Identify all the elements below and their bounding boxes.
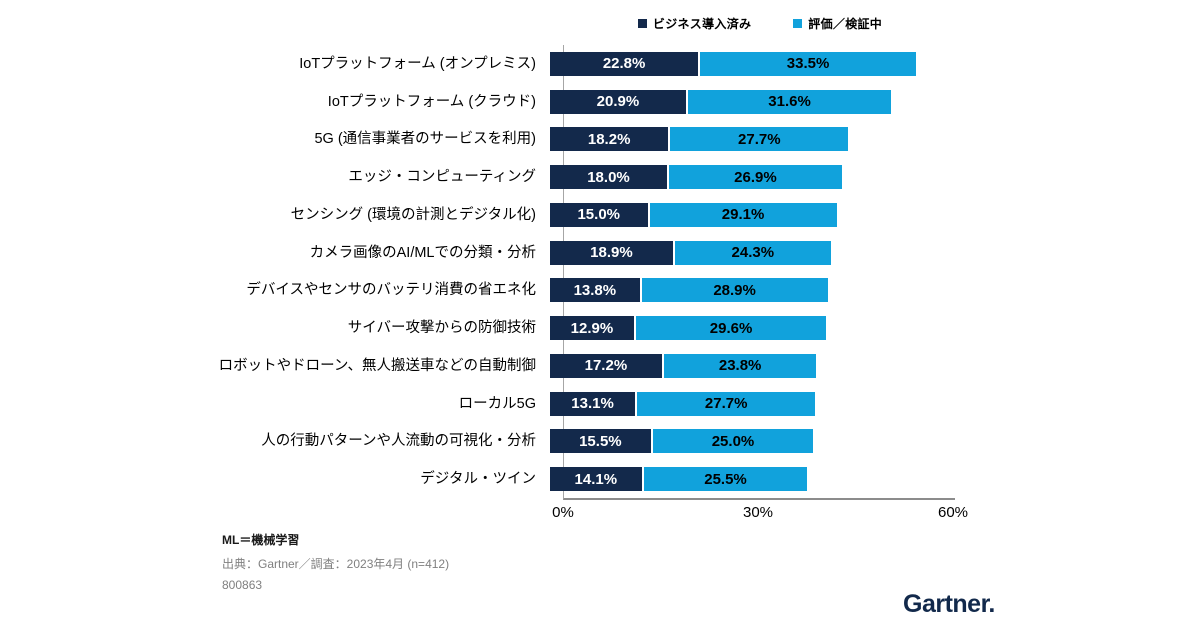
category-label: デジタル・ツイン: [420, 471, 536, 488]
bar-segment-deployed: 13.8%: [550, 278, 640, 303]
bar-segment-deployed: 15.5%: [550, 429, 651, 454]
bar-segment-evaluating: 24.3%: [672, 240, 831, 265]
stacked-bar: 18.9% 24.3%: [550, 240, 831, 265]
table-row: 人の行動パターンや人流動の可視化・分析 15.5% 25.0%: [0, 423, 954, 461]
bar-segment-deployed: 15.0%: [550, 202, 648, 227]
gartner-logo: Gartner.: [903, 590, 995, 618]
table-row: カメラ画像のAI/MLでの分類・分析 18.9% 24.3%: [0, 234, 954, 272]
category-label: カメラ画像のAI/MLでの分類・分析: [309, 244, 536, 261]
stacked-bar: 22.8% 33.5%: [550, 51, 916, 76]
category-label: IoTプラットフォーム (クラウド): [327, 93, 536, 110]
bar-segment-evaluating: 25.5%: [641, 467, 808, 492]
legend-label: ビジネス導入済み: [652, 16, 752, 31]
table-row: ローカル5G 13.1% 27.7%: [0, 385, 954, 423]
x-axis-tick: 0%: [552, 504, 574, 521]
category-label: ロボットやドローン、無人搬送車などの自動制御: [218, 357, 536, 374]
stacked-bar: 13.8% 28.9%: [550, 278, 828, 303]
stacked-bar: 18.0% 26.9%: [550, 165, 842, 190]
bar-segment-evaluating: 25.0%: [650, 429, 814, 454]
bar-segment-deployed: 22.8%: [550, 51, 699, 76]
footnote-ml: ML＝機械学習: [222, 533, 300, 547]
stacked-bar: 15.5% 25.0%: [550, 429, 814, 454]
table-row: サイバー攻撃からの防御技術 12.9% 29.6%: [0, 309, 954, 347]
bar-segment-deployed: 18.2%: [550, 127, 669, 152]
bar-segment-deployed: 18.0%: [550, 165, 667, 190]
bar-rows: IoTプラットフォーム (オンプレミス) 22.8% 33.5% IoTプラットフォー…: [0, 45, 954, 498]
legend-item-1: 評価／検証中: [793, 15, 882, 32]
table-row: デバイスやセンサのバッテリ消費の省エネ化 13.8% 28.9%: [0, 272, 954, 310]
category-label: エッジ・コンピューティング: [348, 169, 536, 186]
bar-segment-evaluating: 26.9%: [667, 165, 842, 190]
stacked-bar: 18.2% 27.7%: [550, 127, 849, 152]
legend-swatch-icon: [793, 18, 803, 28]
table-row: 5G (通信事業者のサービスを利用) 18.2% 27.7%: [0, 121, 954, 159]
stacked-bar: 20.9% 31.6%: [550, 89, 892, 114]
x-axis-tick: 60%: [937, 504, 969, 521]
bar-segment-deployed: 13.1%: [550, 391, 636, 416]
stacked-bar: 15.0% 29.1%: [550, 202, 837, 227]
bar-segment-evaluating: 29.1%: [647, 202, 837, 227]
bar-segment-deployed: 18.9%: [550, 240, 673, 265]
stacked-bar: 13.1% 27.7%: [550, 391, 816, 416]
axis-lines: [563, 45, 955, 500]
bar-segment-deployed: 12.9%: [550, 316, 634, 341]
stacked-bar: 14.1% 25.5%: [550, 467, 808, 492]
table-row: ロボットやドローン、無人搬送車などの自動制御 17.2% 23.8%: [0, 347, 954, 385]
bar-segment-evaluating: 23.8%: [661, 353, 817, 378]
stacked-bar: 12.9% 29.6%: [550, 316, 827, 341]
table-row: エッジ・コンピューティング 18.0% 26.9%: [0, 158, 954, 196]
category-label: 5G (通信事業者のサービスを利用): [314, 131, 536, 148]
table-row: IoTプラットフォーム (オンプレミス) 22.8% 33.5%: [0, 45, 954, 83]
bar-segment-deployed: 20.9%: [550, 89, 686, 114]
stacked-bar: 17.2% 23.8%: [550, 353, 817, 378]
category-label: センシング (環境の計測とデジタル化): [290, 206, 536, 223]
bar-segment-evaluating: 29.6%: [633, 316, 827, 341]
bar-segment-evaluating: 27.7%: [635, 391, 816, 416]
category-label: サイバー攻撃からの防御技術: [347, 320, 536, 337]
legend-item-0: ビジネス導入済み: [637, 15, 752, 32]
bar-segment-evaluating: 28.9%: [639, 278, 828, 303]
bar-segment-evaluating: 27.7%: [668, 127, 849, 152]
table-row: センシング (環境の計測とデジタル化) 15.0% 29.1%: [0, 196, 954, 234]
bar-segment-deployed: 17.2%: [550, 353, 662, 378]
bar-segment-evaluating: 31.6%: [685, 89, 892, 114]
x-axis-tick: 30%: [742, 504, 774, 521]
category-label: IoTプラットフォーム (オンプレミス): [299, 55, 536, 72]
category-label: デバイスやセンサのバッテリ消費の省エネ化: [246, 282, 536, 299]
source-line: 出典：Gartner／調査：2023年4月 (n=412): [222, 557, 450, 571]
legend-swatch-icon: [637, 18, 647, 28]
bar-segment-deployed: 14.1%: [550, 467, 642, 492]
bar-segment-evaluating: 33.5%: [698, 51, 916, 76]
legend-label: 評価／検証中: [808, 16, 883, 31]
table-row: デジタル・ツイン 14.1% 25.5%: [0, 460, 954, 498]
table-row: IoTプラットフォーム (クラウド) 20.9% 31.6%: [0, 83, 954, 121]
document-id: 800863: [222, 578, 263, 592]
category-label: ローカル5G: [458, 395, 536, 412]
category-label: 人の行動パターンや人流動の可視化・分析: [261, 433, 536, 450]
legend: ビジネス導入済み 評価／検証中: [565, 12, 955, 34]
